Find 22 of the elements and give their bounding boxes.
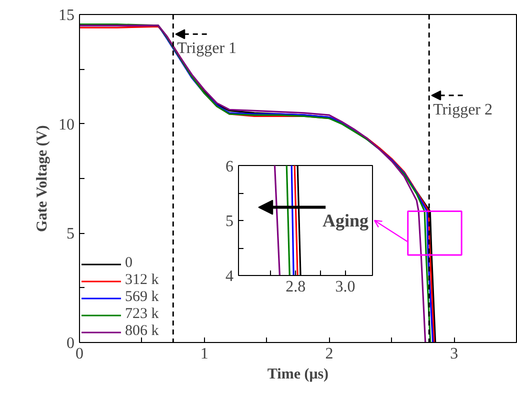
annotation: Trigger 2 xyxy=(433,101,493,118)
annotation: Trigger 1 xyxy=(177,40,237,58)
y-tick-label: 5 xyxy=(226,213,234,230)
legend-label: 806 k xyxy=(125,323,159,340)
y-tick-label: 5 xyxy=(66,226,74,243)
annotation: Aging xyxy=(322,210,368,230)
x-tick-label: 2 xyxy=(325,346,334,362)
legend-label: 312 k xyxy=(125,272,159,289)
y-axis-title: Gate Voltage (V) xyxy=(34,125,50,232)
y-tick-label: 10 xyxy=(58,116,74,134)
x-tick-label: 2.8 xyxy=(286,278,306,296)
legend-label: 0 xyxy=(125,255,134,272)
y-tick-label: 0 xyxy=(66,335,74,352)
y-tick-label: 4 xyxy=(226,268,234,285)
x-axis-title: Time (μs) xyxy=(267,366,329,382)
x-tick-label: 1 xyxy=(200,346,208,362)
legend-label: 569 k xyxy=(125,289,159,306)
x-tick-label: 3.0 xyxy=(335,278,356,296)
legend-label: 723 k xyxy=(125,306,159,323)
y-tick-label: 15 xyxy=(58,7,74,24)
y-tick-label: 6 xyxy=(226,158,234,176)
x-tick-label: 3 xyxy=(450,346,458,362)
